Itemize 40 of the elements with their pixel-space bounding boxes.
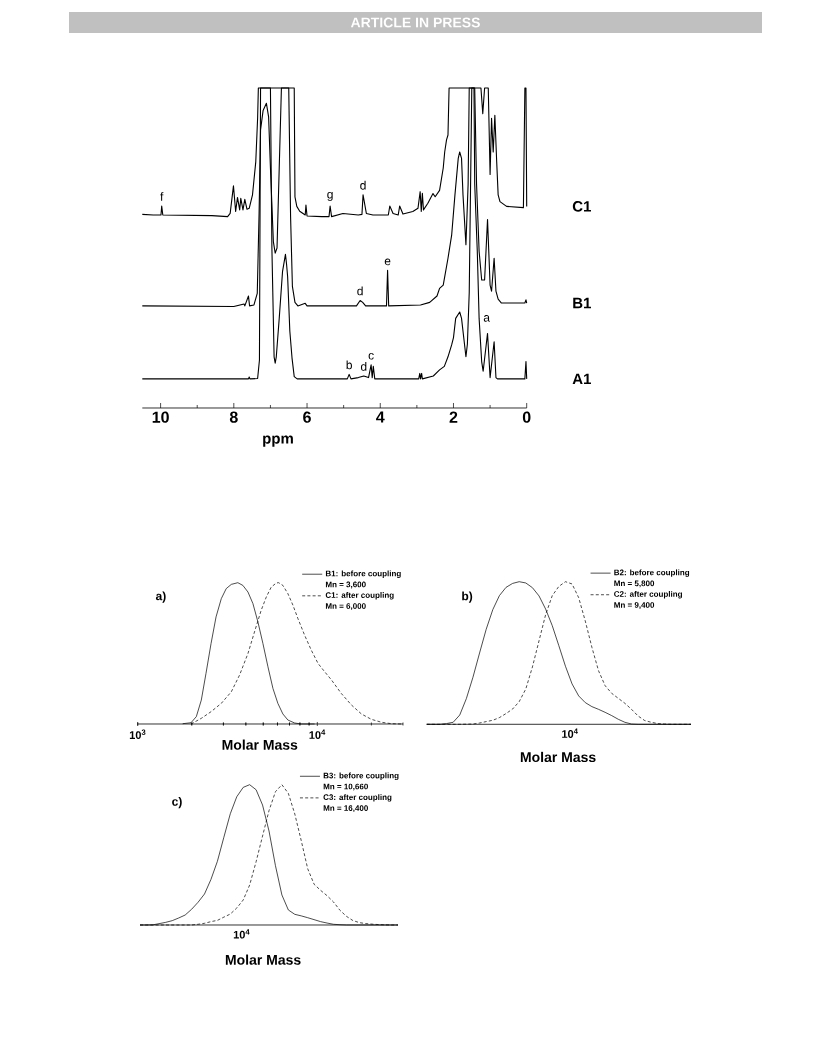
x-tick-label: 6 (303, 411, 311, 423)
annotation: a (483, 315, 490, 322)
annotation: d (357, 286, 363, 296)
text: 10$^{4}$ (233, 929, 250, 939)
text: C1 (572, 201, 591, 212)
text: ARTICLE IN PRESS (350, 17, 480, 28)
x-tick-label: 10 (152, 411, 169, 423)
annotation: Mn = 5,800 (614, 580, 655, 588)
legend-label: C2: after coupling (614, 590, 682, 599)
legend-label: B2: before coupling (614, 569, 690, 577)
x-axis-title: Molar Mass (520, 751, 596, 763)
x-tick-label: 10$^{3}$ (129, 729, 146, 739)
text: a) (155, 591, 166, 603)
text: A1 (572, 373, 591, 385)
annotation: Mn = 6,000 (325, 603, 366, 611)
x-tick-label: 0 (522, 411, 531, 423)
annotation: Mn = 9,400 (614, 602, 655, 609)
x-axis-title: ppm (263, 435, 293, 447)
annotation: g (327, 191, 333, 201)
text: B1 (573, 297, 591, 309)
text: c) (172, 796, 182, 809)
annotation: f (160, 192, 164, 201)
x-tick-label: 4 (376, 411, 385, 423)
annotation: Mn = 10,660 (323, 783, 368, 791)
legend-label: B1: before coupling (325, 570, 401, 578)
legend-label: C1: after coupling (325, 592, 394, 600)
annotation: b (346, 360, 352, 370)
annotation: Mn = 3,600 (325, 581, 366, 589)
x-axis-title: Molar Mass (225, 954, 301, 965)
x-tick-label: 8 (229, 411, 238, 423)
annotation: Mn = 16,400 (323, 805, 368, 813)
legend-label: C3: after coupling (323, 794, 392, 802)
annotation: d (360, 180, 366, 190)
text: b) (462, 591, 473, 603)
legend-label: B3: before coupling (323, 772, 399, 781)
x-tick-label: 2 (449, 411, 458, 423)
annotation: e (384, 258, 391, 266)
annotation: d (360, 361, 367, 371)
annotation: c (368, 353, 374, 360)
x-axis-title: Molar Mass (222, 739, 298, 750)
